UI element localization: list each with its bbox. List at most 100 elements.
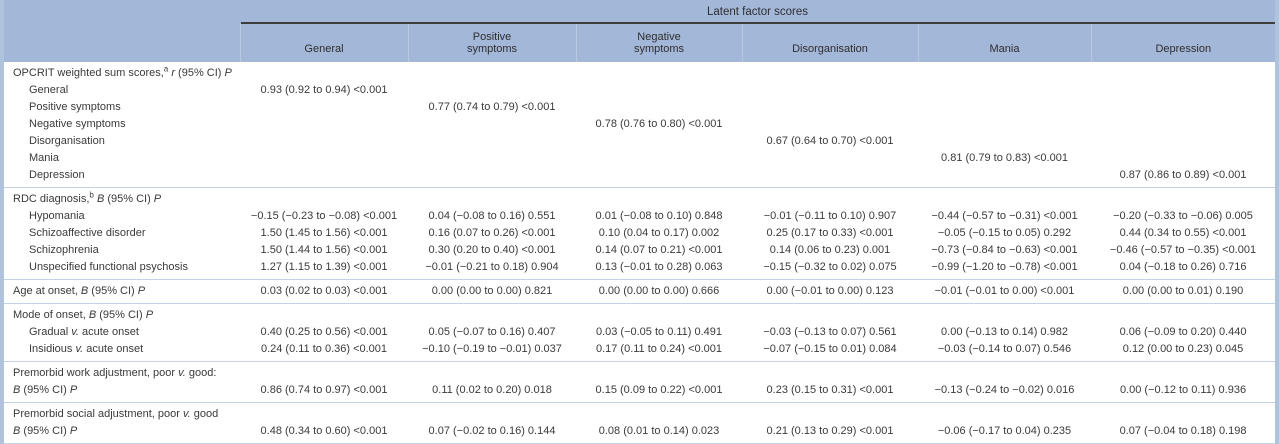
value-cell xyxy=(1091,82,1275,99)
label-text: Negative symptoms xyxy=(29,118,126,130)
label-text: v. xyxy=(182,408,191,420)
value-cell: 0.15 (0.09 to 0.22) <0.001 xyxy=(595,384,723,396)
label-text: P xyxy=(224,67,232,79)
value-cell: 0.21 (0.13 to 0.29) <0.001 xyxy=(766,425,894,437)
value-cell: −0.15 (−0.23 to −0.08) <0.001 xyxy=(250,210,398,222)
label-text: acute onset xyxy=(78,326,139,338)
value-cell xyxy=(240,304,408,325)
value-cell: 0.48 (0.34 to 0.60) <0.001 xyxy=(260,425,388,437)
label-text: Hypomania xyxy=(29,210,85,222)
value-cell xyxy=(408,133,576,150)
value-cell xyxy=(742,116,918,133)
value-cell: −0.06 (−0.17 to 0.04) 0.235 xyxy=(937,425,1072,437)
table-row: Hypomania −0.15 (−0.23 to −0.08) <0.001 0.… xyxy=(4,208,1275,225)
value-cell: −0.20 (−0.33 to −0.06) 0.005 xyxy=(1113,210,1253,222)
label-text: B xyxy=(80,285,89,297)
row-label: Negative symptoms xyxy=(4,116,240,133)
value-cell: −0.73 (−0.84 to −0.63) <0.001 xyxy=(931,244,1078,256)
table-section: Premorbid social adjustment, poor v. goo… xyxy=(4,402,1276,444)
label-text: Premorbid work adjustment, poor xyxy=(13,367,179,379)
value-cell xyxy=(576,304,742,325)
value-cell xyxy=(918,188,1091,209)
table-row: Gradual v. acute onset 0.40 (0.25 to 0.56… xyxy=(4,324,1275,341)
spanner-label: Latent factor scores xyxy=(240,0,1276,24)
value-cell xyxy=(408,304,576,325)
value-cell: 0.00 (0.00 to 0.00) 0.666 xyxy=(598,285,720,297)
corner-cell xyxy=(4,23,240,62)
label-text: Gradual xyxy=(29,326,72,338)
value-cell xyxy=(742,82,918,99)
label-text: P xyxy=(153,193,162,205)
value-cell xyxy=(1091,304,1275,325)
row-label: Gradual v. acute onset xyxy=(4,324,240,341)
label-text: Premorbid social adjustment, poor xyxy=(13,408,183,420)
value-cell: 0.04 (−0.18 to 0.26) 0.716 xyxy=(1119,261,1247,273)
label-text: B xyxy=(88,309,97,321)
value-cell: 0.81 (0.79 to 0.83) <0.001 xyxy=(941,152,1068,164)
section-header-row: Age at onset, B (95% CI) P 0.03 (0.02 to … xyxy=(4,280,1275,304)
row-label: RDC diagnosis,b B (95% CI) P xyxy=(4,188,240,209)
value-cell: −0.07 (−0.15 to 0.01) 0.084 xyxy=(763,343,897,355)
table-row: Disorganisation 0.67 (0.64 to 0.70) <0.00… xyxy=(4,133,1275,150)
value-cell: 0.10 (0.04 to 0.17) 0.002 xyxy=(598,227,720,239)
column-header-disorganisation: Disorganisation xyxy=(741,23,918,62)
row-label: Schizophrenia xyxy=(4,242,240,259)
label-text: P xyxy=(69,425,78,437)
label-text: Insidious xyxy=(29,343,76,355)
value-cell xyxy=(240,62,408,82)
label-text: Unspecified functional psychosis xyxy=(29,261,188,273)
value-cell xyxy=(240,116,408,133)
label-text: acute onset xyxy=(83,343,144,355)
label-text: P xyxy=(137,285,146,297)
label-text: B xyxy=(13,384,21,396)
row-label: Mania xyxy=(4,150,240,167)
value-cell: 1.50 (1.45 to 1.56) <0.001 xyxy=(260,227,388,239)
value-cell xyxy=(918,82,1091,99)
label-text: Schizophrenia xyxy=(29,244,99,256)
value-cell: 0.17 (0.11 to 0.24) <0.001 xyxy=(595,343,723,355)
label-text: v. xyxy=(178,367,186,379)
value-cell xyxy=(408,167,576,188)
table-section: OPCRIT weighted sum scores,a r (95% CI) … xyxy=(4,62,1275,188)
results-table: Latent factor scores General Positive sy… xyxy=(4,0,1276,444)
value-cell: 0.24 (0.11 to 0.36) <0.001 xyxy=(260,343,388,355)
value-cell xyxy=(918,62,1091,82)
label-text: (95% CI) xyxy=(88,285,138,297)
row-label: Insidious v. acute onset xyxy=(4,341,240,362)
value-cell: −0.01 (−0.01 to 0.00) <0.001 xyxy=(934,285,1075,297)
value-cell: −0.44 (−0.57 to −0.31) <0.001 xyxy=(931,210,1078,222)
label-text: good xyxy=(190,408,219,420)
value-cell xyxy=(1091,99,1275,116)
table-header: Latent factor scores General Positive sy… xyxy=(4,0,1276,62)
table-row: Schizophrenia 1.50 (1.44 to 1.56) <0.001 0… xyxy=(4,242,1275,259)
spanner-row: Latent factor scores xyxy=(4,0,1276,24)
row-label: Premorbid work adjustment, poor v. good:… xyxy=(4,362,240,403)
label-text: Mania xyxy=(29,152,59,164)
value-cell xyxy=(742,150,918,167)
value-cell xyxy=(1091,188,1275,209)
label-text: (95% CI) xyxy=(20,425,70,437)
value-cell: 0.00 (−0.12 to 0.11) 0.936 xyxy=(1119,384,1247,396)
value-cell: 0.40 (0.25 to 0.56) <0.001 xyxy=(260,326,388,338)
value-cell: 0.93 (0.92 to 0.94) <0.001 xyxy=(260,84,388,96)
column-header-mania: Mania xyxy=(917,23,1091,62)
label-text: B xyxy=(13,425,21,437)
value-cell: 0.06 (−0.09 to 0.20) 0.440 xyxy=(1119,326,1247,338)
value-cell xyxy=(918,304,1091,325)
section-header-row: Premorbid social adjustment, poor v. goo… xyxy=(4,403,1275,444)
value-cell: 0.04 (−0.08 to 0.16) 0.551 xyxy=(428,210,556,222)
value-cell: −0.01 (−0.21 to 0.18) 0.904 xyxy=(425,261,559,273)
value-cell xyxy=(240,188,408,209)
table-section: Age at onset, B (95% CI) P 0.03 (0.02 to … xyxy=(4,279,1276,304)
value-cell: 0.07 (−0.04 to 0.18) 0.198 xyxy=(1119,425,1247,437)
corner-cell xyxy=(4,0,240,23)
row-label: Depression xyxy=(4,167,240,188)
value-cell xyxy=(240,150,408,167)
value-cell xyxy=(576,188,742,209)
column-header-general: General xyxy=(239,23,408,62)
row-label: Positive symptoms xyxy=(4,99,240,116)
value-cell xyxy=(742,167,918,188)
value-cell: 0.03 (0.02 to 0.03) <0.001 xyxy=(260,285,388,297)
